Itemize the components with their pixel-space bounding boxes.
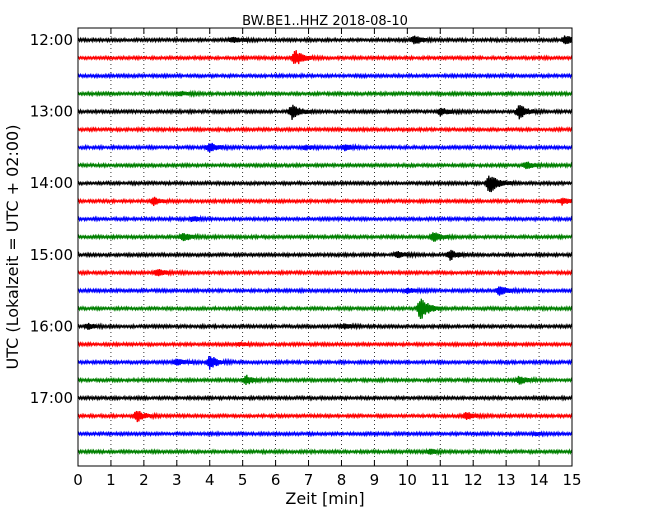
x-tick-label: 14 — [530, 471, 549, 489]
x-tick-label: 7 — [304, 471, 314, 489]
trace-line — [77, 50, 573, 65]
trace-line — [77, 196, 573, 207]
x-tick-label: 12 — [464, 471, 483, 489]
y-tick-label: 15:00 — [30, 246, 73, 264]
trace-series — [77, 35, 573, 457]
trace-line — [77, 104, 573, 120]
trace-line — [77, 89, 573, 98]
trace-line — [77, 447, 573, 457]
x-tick-label: 11 — [431, 471, 450, 489]
trace-line — [77, 161, 573, 170]
trace-line — [77, 286, 573, 296]
x-tick-label: 9 — [370, 471, 380, 489]
trace-line — [77, 374, 573, 385]
x-tick-label: 3 — [172, 471, 182, 489]
y-axis-label: UTC (Lokalzeit = UTC + 02:00) — [3, 125, 22, 370]
y-tick-label: 13:00 — [30, 103, 73, 121]
trace-line — [77, 72, 573, 80]
x-axis-label: Zeit [min] — [285, 489, 364, 508]
trace-line — [77, 394, 573, 402]
trace-line — [77, 214, 573, 223]
trace-line — [77, 232, 573, 242]
trace-line — [77, 298, 573, 320]
x-tick-label: 4 — [205, 471, 215, 489]
trace-line — [77, 249, 573, 261]
trace-line — [77, 35, 573, 45]
y-axis-ticks: 12:00 13:00 14:00 15:00 16:00 17:00 — [30, 31, 572, 407]
y-tick-label: 16:00 — [30, 317, 73, 335]
trace-line — [77, 125, 573, 134]
trace-line — [77, 430, 573, 438]
x-tick-label: 0 — [73, 471, 83, 489]
chart-title: BW.BE1..HHZ 2018-08-10 — [242, 14, 408, 29]
y-tick-label: 17:00 — [30, 389, 73, 407]
x-tick-label: 5 — [238, 471, 248, 489]
trace-line — [77, 340, 573, 349]
x-tick-label: 13 — [497, 471, 516, 489]
trace-line — [77, 410, 573, 423]
x-axis-ticks: 0 1 2 3 4 5 6 7 8 9 10 11 12 13 14 15 — [73, 28, 582, 489]
trace-line — [77, 355, 573, 370]
x-tick-label: 10 — [398, 471, 417, 489]
trace-line — [77, 142, 573, 153]
x-tick-label: 6 — [271, 471, 281, 489]
trace-line — [77, 175, 573, 193]
y-tick-label: 12:00 — [30, 31, 73, 49]
y-tick-label: 14:00 — [30, 174, 73, 192]
plot-frame — [77, 27, 573, 467]
trace-line — [77, 268, 573, 277]
x-tick-label: 15 — [562, 471, 581, 489]
x-tick-label: 8 — [337, 471, 347, 489]
x-tick-label: 1 — [106, 471, 116, 489]
x-tick-label: 2 — [139, 471, 149, 489]
trace-line — [77, 322, 573, 331]
